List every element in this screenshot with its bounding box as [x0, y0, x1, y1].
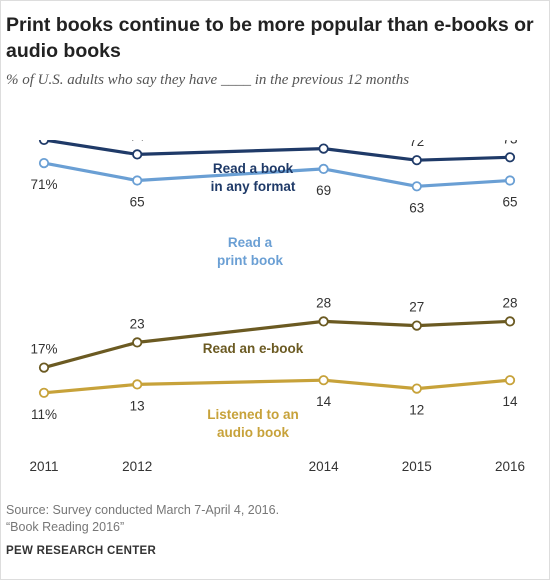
- series-line-0: [43, 140, 511, 162]
- data-label: 28: [316, 295, 331, 310]
- data-label: 12: [409, 403, 424, 418]
- data-point: [504, 316, 516, 327]
- data-point: [411, 181, 422, 192]
- data-point: [132, 149, 143, 160]
- data-label: 73: [502, 140, 517, 146]
- data-point: [411, 320, 422, 331]
- series-name-label: Read an e-book: [203, 341, 304, 356]
- series-name-label: Read a: [228, 235, 273, 250]
- data-label: 28: [502, 295, 517, 310]
- data-point: [504, 152, 516, 163]
- data-label: 72: [409, 140, 424, 149]
- data-point: [38, 140, 50, 145]
- line-chart: 79%7476727371%6569636517%2328272811%1314…: [29, 140, 525, 474]
- data-point: [132, 175, 143, 186]
- data-point: [318, 316, 329, 327]
- data-label: 63: [409, 200, 424, 215]
- data-label: 65: [502, 195, 517, 210]
- series-line-3: [43, 378, 511, 395]
- data-label: 11%: [31, 407, 57, 422]
- data-point: [504, 375, 516, 386]
- data-point: [318, 375, 329, 386]
- data-point: [132, 337, 143, 348]
- series-name-label: audio book: [217, 425, 289, 440]
- data-point: [504, 175, 516, 186]
- data-point: [38, 387, 50, 398]
- x-tick-label: 2014: [309, 459, 340, 474]
- data-label: 74: [130, 140, 146, 143]
- brand-label: PEW RESEARCH CENTER: [6, 545, 157, 557]
- data-label: 14: [316, 394, 332, 409]
- data-label: 71%: [30, 177, 57, 192]
- series-name-label: Read a book: [213, 161, 294, 176]
- series-name-label: Listened to an: [207, 407, 299, 422]
- data-label: 14: [502, 394, 518, 409]
- data-label: 65: [130, 195, 145, 210]
- data-label: 69: [316, 183, 331, 198]
- data-point: [318, 163, 329, 175]
- x-tick-label: 2016: [495, 459, 525, 474]
- chart-title: Print books continue to be more popular …: [6, 14, 534, 62]
- data-point: [411, 155, 422, 166]
- chart-subtitle: % of U.S. adults who say they have ____ …: [6, 72, 410, 88]
- source-text: Source: Survey conducted March 7-April 4…: [6, 503, 280, 517]
- series-name-label: print book: [217, 253, 283, 268]
- data-label: 17%: [30, 342, 57, 357]
- x-tick-label: 2015: [402, 459, 432, 474]
- data-point: [38, 158, 50, 169]
- data-label: 23: [130, 316, 145, 331]
- data-point: [38, 362, 50, 373]
- data-label: 13: [130, 398, 145, 413]
- data-label: 27: [409, 300, 424, 315]
- source-note: Source: Survey conducted March 7-April 4…: [6, 502, 279, 536]
- x-tick-label: 2011: [29, 459, 58, 474]
- data-point: [411, 383, 422, 394]
- series-name-label: in any format: [211, 179, 296, 194]
- report-name: “Book Reading 2016”: [6, 520, 125, 534]
- x-tick-label: 2012: [122, 459, 152, 474]
- data-point: [132, 379, 143, 390]
- data-point: [318, 143, 329, 154]
